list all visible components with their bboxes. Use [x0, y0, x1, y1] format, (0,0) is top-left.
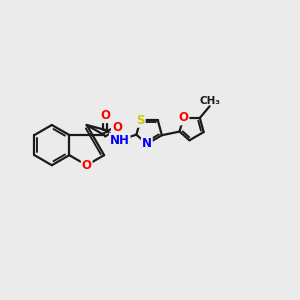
Text: N: N	[142, 137, 152, 150]
Text: O: O	[178, 111, 188, 124]
Text: CH₃: CH₃	[199, 96, 220, 106]
Text: O: O	[100, 109, 110, 122]
Text: O: O	[112, 121, 122, 134]
Text: NH: NH	[110, 134, 130, 147]
Text: S: S	[136, 114, 145, 127]
Text: O: O	[82, 159, 92, 172]
